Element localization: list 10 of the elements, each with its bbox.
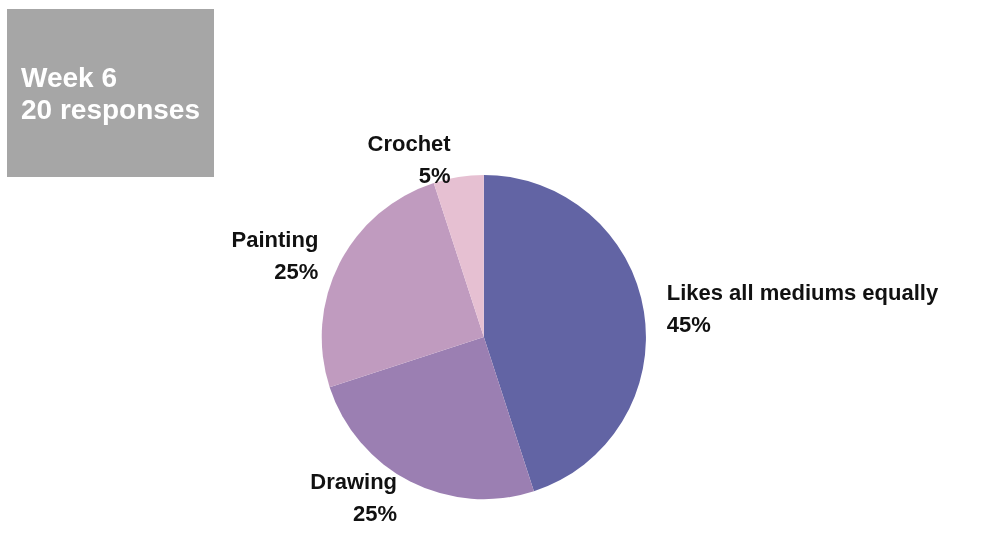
data-label: 5%	[418, 162, 451, 188]
data-label: 45%	[666, 312, 711, 338]
chart-subtitle: 20 responses	[21, 93, 200, 125]
chart-title: Week 6	[21, 61, 117, 93]
slice-label: Painting	[231, 226, 319, 252]
slice-label: Likes all mediums equally	[666, 280, 939, 306]
slice-label: Drawing	[310, 469, 398, 495]
data-label: 25%	[274, 258, 319, 284]
data-label: 25%	[353, 501, 398, 527]
slice-label: Crochet	[367, 130, 452, 156]
